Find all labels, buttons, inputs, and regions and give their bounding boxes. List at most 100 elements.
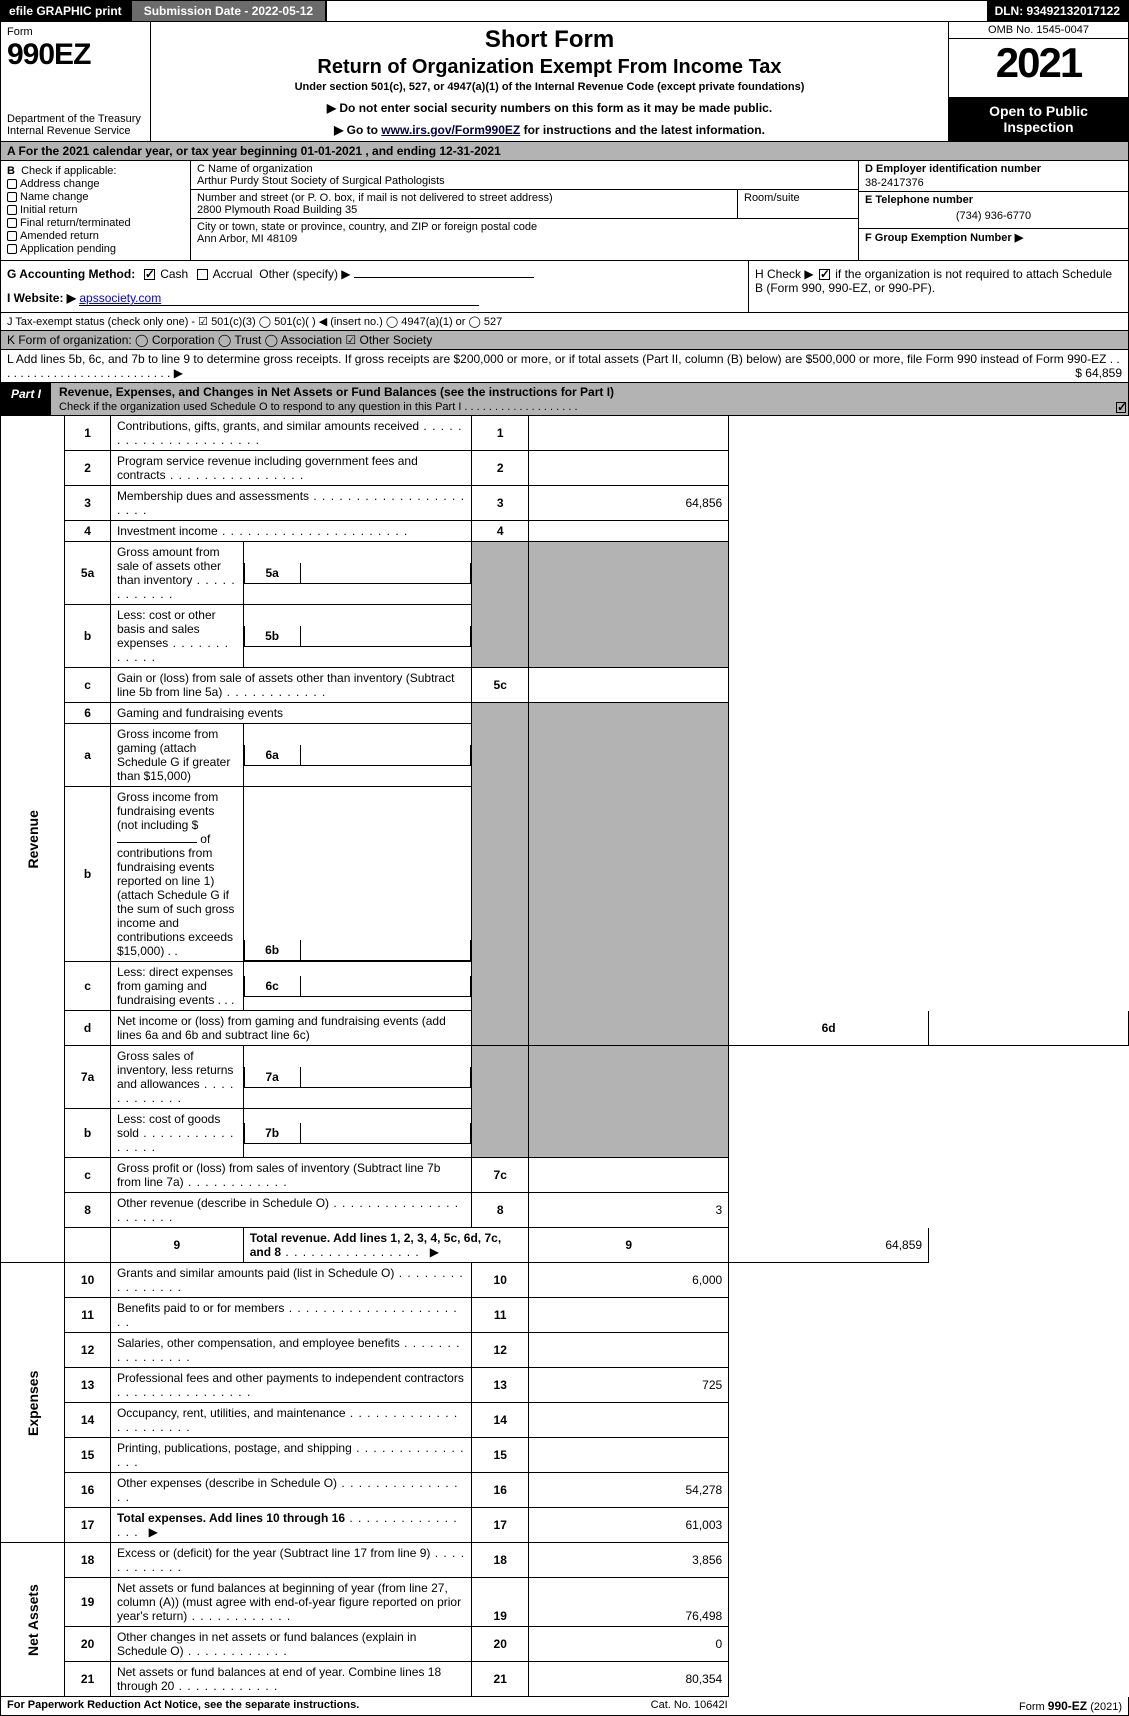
b-item-1: Name change [20,191,89,203]
submission-date: Submission Date - 2022-05-12 [130,1,327,21]
l18-amt: 3,856 [529,1543,729,1578]
h-pre: H Check ▶ [755,267,817,281]
city-cell: City or town, state or province, country… [191,219,858,247]
l10-num: 10 [65,1263,111,1298]
footer-left: For Paperwork Reduction Act Notice, see … [7,1699,359,1713]
l19-num: 19 [65,1578,111,1627]
l5a-ival [300,563,471,584]
b-item-3: Final return/terminated [20,217,131,229]
checkbox-app-pending[interactable] [7,244,17,254]
l19-box: 19 [472,1578,529,1627]
l6a-ib: 6a [244,745,300,766]
line-10: Expenses 10 Grants and similar amounts p… [1,1263,1129,1298]
checkbox-cash[interactable] [144,269,155,280]
l16-num: 16 [65,1473,111,1508]
l14-amt [529,1403,729,1438]
checkbox-initial-return[interactable] [7,205,17,215]
l13-box: 13 [472,1368,529,1403]
l1-box: 1 [472,416,529,451]
room-label: Room/suite [744,192,852,204]
open-to-public: Open to Public Inspection [949,97,1128,141]
header-right: OMB No. 1545-0047 2021 Open to Public In… [948,22,1128,141]
l7a-ib: 7a [244,1067,300,1088]
efile-label[interactable]: efile GRAPHIC print [1,1,130,21]
l13-num: 13 [65,1368,111,1403]
line-3: 3 Membership dues and assessments 3 64,8… [1,486,1129,521]
part-1-table: Revenue 1 Contributions, gifts, grants, … [0,416,1129,1697]
tel-cell: E Telephone number (734) 936-6770 [859,192,1128,229]
b-intro: Check if applicable: [21,165,116,177]
org-name-cell: C Name of organization Arthur Purdy Stou… [191,161,858,190]
k-text: K Form of organization: ◯ Corporation ◯ … [7,333,432,347]
l3-amt: 64,856 [529,486,729,521]
l20-box: 20 [472,1627,529,1662]
row-l: L Add lines 5b, 6c, and 7b to line 9 to … [0,350,1129,383]
l9-amt: 64,859 [729,1228,929,1263]
checkbox-address-change[interactable] [7,179,17,189]
b-item-4: Amended return [20,230,99,242]
part-1-schedule-o-check [1114,383,1128,415]
l13-amt: 725 [529,1368,729,1403]
l11-num: 11 [65,1298,111,1333]
tel-label: E Telephone number [865,194,973,206]
part-1-header: Part I Revenue, Expenses, and Changes in… [0,383,1129,416]
ein-value: 38-2417376 [865,177,1122,189]
l11-text: Benefits paid to or for members [117,1301,284,1315]
l7c-box: 7c [472,1158,529,1193]
l7b-ival [300,1123,471,1144]
b-item-5: Application pending [20,243,116,255]
l3-num: 3 [65,486,111,521]
l15-amt [529,1438,729,1473]
column-c: C Name of organization Arthur Purdy Stou… [191,161,858,260]
l6c-num: c [65,962,111,1011]
footer-right-post: (2021) [1087,1701,1122,1713]
l6d-num: d [65,1011,111,1046]
irs-link[interactable]: www.irs.gov/Form990EZ [381,123,520,137]
row-h: H Check ▶ if the organization is not req… [748,261,1128,312]
l2-box: 2 [472,451,529,486]
j-text: J Tax-exempt status (check only one) - ☑… [7,316,502,328]
l5c-box: 5c [472,668,529,703]
line-17: 17 Total expenses. Add lines 10 through … [1,1508,1129,1543]
l8-text: Other revenue (describe in Schedule O) [117,1196,329,1210]
l14-num: 14 [65,1403,111,1438]
addr-cell: Number and street (or P. O. box, if mail… [191,190,738,219]
website-link[interactable]: apssociety.com [79,291,479,306]
l6d-text: Net income or (loss) from gaming and fun… [117,1014,446,1042]
l6a-text: Gross income from gaming (attach Schedul… [117,727,230,783]
footer-right-form: 990-EZ [1048,1699,1087,1713]
l21-amt: 80,354 [529,1662,729,1697]
line-5a: 5a Gross amount from sale of assets othe… [1,542,1129,605]
l6b-blank [117,842,197,843]
row-a-tax-year: A For the 2021 calendar year, or tax yea… [0,142,1129,161]
footer-mid: Cat. No. 10642I [651,1699,728,1713]
line-11: 11 Benefits paid to or for members 11 [1,1298,1129,1333]
l18-num: 18 [65,1543,111,1578]
l18-box: 18 [472,1543,529,1578]
l7ab-shade-amt [529,1046,729,1158]
part-1-tag: Part I [1,383,51,415]
form-header: Form 990EZ Department of the Treasury In… [0,22,1129,142]
checkbox-name-change[interactable] [7,192,17,202]
checkbox-h[interactable] [819,269,830,280]
l21-num: 21 [65,1662,111,1697]
l5b-ival [300,626,471,647]
g-other-line[interactable] [354,277,534,278]
addr-value: 2800 Plymouth Road Building 35 [197,204,731,216]
l14-text: Occupancy, rent, utilities, and maintena… [117,1406,346,1420]
l5ab-shade-amt [529,542,729,668]
checkbox-amended[interactable] [7,231,17,241]
l5a-num: 5a [65,542,111,605]
line-15: 15 Printing, publications, postage, and … [1,1438,1129,1473]
l1-amt [529,416,729,451]
row-k: K Form of organization: ◯ Corporation ◯ … [0,331,1129,350]
l6a-num: a [65,724,111,787]
checkbox-schedule-o[interactable] [1116,402,1126,413]
checkbox-accrual[interactable] [197,269,208,280]
l8-num: 8 [65,1193,111,1228]
title-short-form: Short Form [159,26,940,54]
part-1-title: Revenue, Expenses, and Changes in Net As… [51,383,1114,415]
l5a-ib: 5a [244,563,300,584]
checkbox-final-return[interactable] [7,218,17,228]
l5c-num: c [65,668,111,703]
